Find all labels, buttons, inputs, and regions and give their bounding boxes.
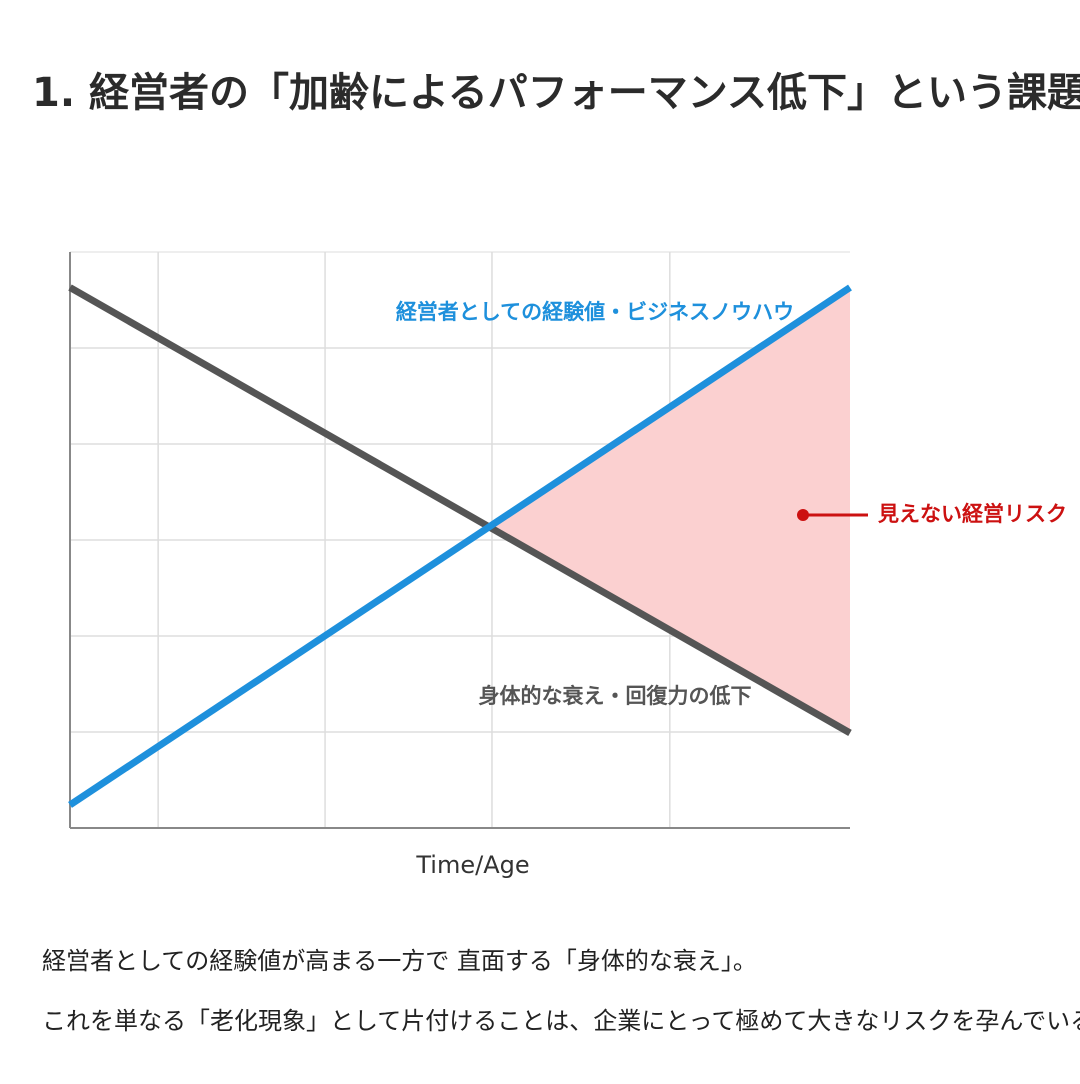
series-label: 身体的な衰え・回復力の低下 — [479, 684, 752, 708]
body-text: これを単なる「老化現象」として片付けることは、企業にとって極めて大きなリスクを孕… — [42, 1007, 1080, 1035]
page-title: 1. 経営者の「加齢によるパフォーマンス低下」という課題 — [32, 70, 1080, 116]
series-line — [68, 284, 852, 808]
body-text: 経営者としての経験値が高まる一方で 直面する「身体的な衰え」。 — [42, 947, 757, 975]
series-label: 経営者としての経験値・ビジネスノウハウ — [396, 300, 794, 324]
risk-area — [489, 287, 850, 733]
series-line — [68, 284, 852, 736]
annotation-label: 見えない経営リスク — [878, 502, 1067, 526]
x-axis-label: Time/Age — [415, 851, 529, 879]
